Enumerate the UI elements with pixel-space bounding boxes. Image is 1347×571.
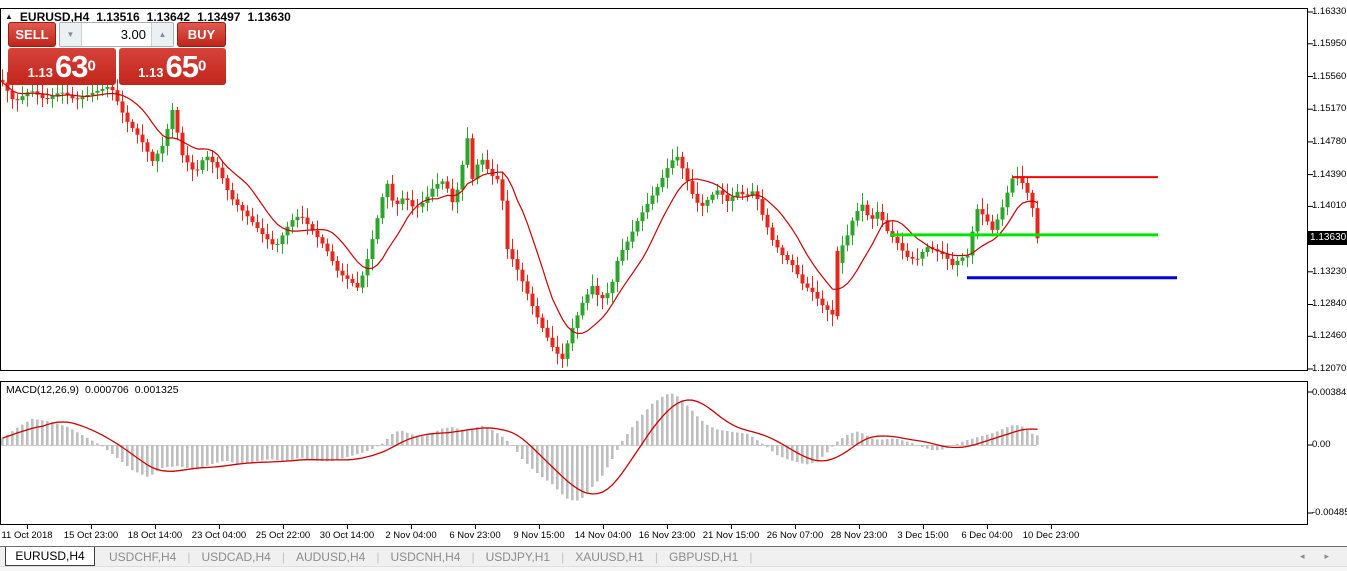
time-axis-label: 9 Nov 15:00 — [513, 530, 565, 541]
volume-decrease-button[interactable]: ▼ — [60, 23, 82, 46]
time-axis[interactable]: 11 Oct 2018 15 Oct 23:00 18 Oct 14:00 23 Oc… — [0, 529, 1347, 542]
open-value: 1.13516 — [96, 10, 140, 24]
price-axis-label: 1.12840 — [1312, 298, 1347, 310]
tab-xauusd-h1[interactable]: XAUUSD,H1 — [575, 549, 644, 564]
chart-ohlc-header: ▲ EURUSD,H4 1.13516 1.13642 1.13497 1.13… — [5, 10, 291, 24]
buy-price-prefix: 1.13 — [138, 65, 164, 80]
time-axis-label: 28 Nov 23:00 — [830, 530, 888, 541]
time-axis-label: 16 Nov 23:00 — [638, 530, 696, 541]
time-axis-label: 18 Oct 14:00 — [127, 530, 183, 541]
tabs-scroll-left-icon[interactable]: ◂ — [1299, 551, 1305, 561]
price-axis[interactable]: 1.16330 1.15950 1.15560 1.15170 1.14780 1.143… — [1312, 0, 1347, 540]
tab-scroll-controls: ◂ ▸ — [1300, 547, 1347, 566]
down-arrow-icon: ▼ — [66, 30, 75, 39]
time-axis-label: 23 Oct 04:00 — [191, 530, 247, 541]
price-axis-label: 1.15560 — [1312, 70, 1347, 82]
sell-price-pipette: 0 — [87, 57, 96, 75]
time-axis-label: 21 Nov 15:00 — [702, 530, 760, 541]
buy-price-button[interactable]: 1.13650 — [118, 48, 226, 85]
volume-increase-button[interactable]: ▲ — [151, 23, 173, 46]
buy-price-big: 65 — [165, 49, 198, 84]
inactive-chart-tabs: USDCHF,H4 | USDCAD,H4 | AUDUSD,H4 | USDCNH,H4 |… — [107, 547, 761, 566]
trend-up-icon: ▲ — [5, 12, 13, 21]
macd-axis-top-label: 0.003847 — [1312, 387, 1347, 398]
current-price-tag: 1.13630 — [1308, 231, 1347, 245]
macd-main-value: 0.000706 — [84, 384, 129, 396]
buy-button[interactable]: BUY — [177, 22, 226, 47]
price-axis-label: 1.14780 — [1312, 135, 1347, 147]
price-axis-label: 1.12070 — [1312, 363, 1347, 374]
tab-separator: | — [471, 549, 475, 564]
tab-eurusd-h4[interactable]: EURUSD,H4 — [5, 547, 95, 566]
volume-input[interactable] — [82, 23, 151, 46]
close-value: 1.13630 — [247, 10, 291, 24]
up-arrow-icon: ▲ — [158, 30, 167, 39]
time-axis-label: 2 Nov 04:00 — [385, 530, 437, 541]
time-axis-label: 25 Oct 22:00 — [255, 530, 311, 541]
tab-separator: | — [561, 549, 565, 564]
price-axis-label: 1.15950 — [1312, 37, 1347, 49]
tab-separator: | — [281, 549, 285, 564]
price-axis-label: 1.14390 — [1312, 168, 1347, 180]
time-axis-label: 11 Oct 2018 — [1, 530, 53, 541]
price-axis-label: 1.16330 — [1312, 6, 1347, 17]
sell-price-prefix: 1.13 — [27, 65, 53, 80]
tab-separator: | — [376, 549, 380, 564]
volume-stepper: ▼ ▲ — [59, 22, 174, 47]
time-axis-label: 14 Nov 04:00 — [574, 530, 632, 541]
low-value: 1.13497 — [197, 10, 241, 24]
macd-name: MACD(12,26,9) — [6, 384, 79, 396]
tab-usdcad-h4[interactable]: USDCAD,H4 — [201, 549, 271, 564]
time-axis-label: 3 Dec 15:00 — [897, 530, 949, 541]
tab-usdchf-h4[interactable]: USDCHF,H4 — [109, 549, 177, 564]
sell-price-button[interactable]: 1.13630 — [8, 48, 116, 85]
macd-signal-value: 0.001325 — [134, 384, 179, 396]
chart-tab-bar: EURUSD,H4 USDCHF,H4 | USDCAD,H4 | AUDUSD,H4 |… — [0, 546, 1347, 566]
price-axis-label: 1.15170 — [1312, 103, 1347, 115]
tab-separator: | — [749, 549, 753, 564]
tabs-scroll-right-icon[interactable]: ▸ — [1324, 551, 1329, 561]
sell-button[interactable]: SELL — [8, 22, 56, 47]
price-axis-label: 1.13230 — [1312, 265, 1347, 277]
tab-audusd-h4[interactable]: AUDUSD,H4 — [295, 549, 366, 564]
time-axis-label: 10 Dec 23:00 — [1022, 530, 1080, 541]
macd-axis-bottom-label: -0.004856 — [1312, 507, 1347, 518]
one-click-trading-panel: SELL ▼ ▲ BUY 1.13630 1.13650 — [8, 22, 226, 85]
time-axis-label: 15 Oct 23:00 — [63, 530, 119, 541]
price-axis-label: 1.12460 — [1312, 330, 1347, 342]
tab-gbpusd-h1[interactable]: GBPUSD,H1 — [669, 549, 739, 564]
time-axis-label: 26 Nov 07:00 — [766, 530, 824, 541]
high-value: 1.13642 — [146, 10, 191, 24]
symbol-period-label: EURUSD,H4 — [19, 10, 90, 24]
time-axis-label: 6 Dec 04:00 — [961, 530, 1013, 541]
sell-price-big: 63 — [54, 49, 88, 84]
tab-usdjpy-h1[interactable]: USDJPY,H1 — [485, 549, 551, 564]
time-axis-label: 30 Oct 14:00 — [319, 530, 375, 541]
status-strip — [0, 566, 1347, 571]
time-axis-label: 6 Nov 23:00 — [449, 530, 501, 541]
tab-separator: | — [654, 549, 658, 564]
macd-axis-zero-label: 0.00 — [1312, 439, 1331, 450]
tab-separator: | — [187, 549, 191, 564]
buy-price-pipette: 0 — [197, 57, 207, 75]
macd-indicator-label: MACD(12,26,9) 0.000706 0.001325 — [6, 384, 179, 396]
price-axis-label: 1.14010 — [1312, 200, 1347, 212]
tab-usdcnh-h4[interactable]: USDCNH,H4 — [390, 549, 461, 564]
